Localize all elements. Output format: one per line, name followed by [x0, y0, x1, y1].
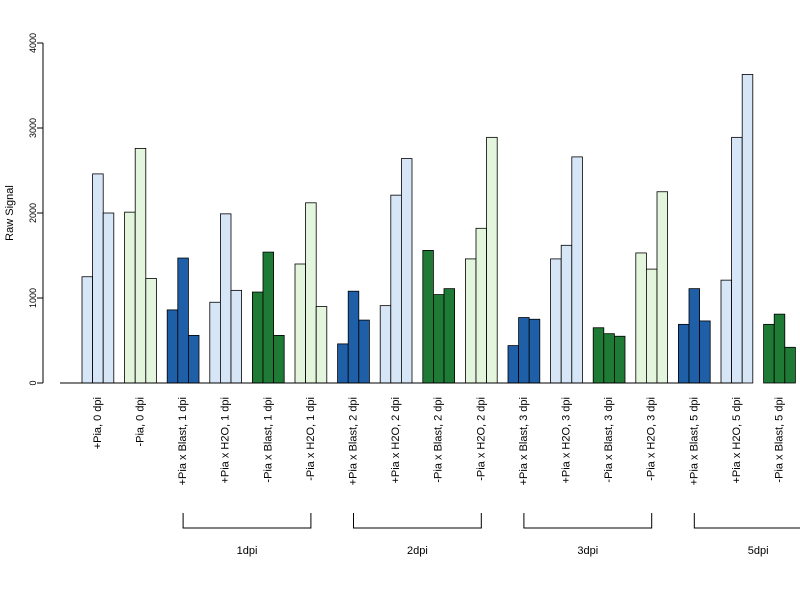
category-labels: +Pia, 0 dpi -Pia, 0 dpi +Pia x Blast, 1 dp… — [92, 397, 786, 485]
group-label: 2dpi — [407, 545, 428, 557]
category-label: -Pia x Blast, 5 dpi — [774, 397, 786, 483]
bar — [560, 244, 573, 384]
bar — [124, 211, 136, 384]
bar — [358, 319, 370, 384]
bar — [720, 279, 733, 384]
bar — [273, 334, 285, 384]
bar — [635, 252, 647, 384]
category-label: -Pia, 0 dpi — [135, 397, 147, 447]
group-bracket — [353, 513, 482, 529]
bar — [251, 291, 264, 384]
bar — [145, 278, 157, 384]
category-label: +Pia x H2O, 1 dpi — [220, 397, 232, 484]
bar — [571, 156, 583, 384]
bar — [699, 320, 711, 384]
group-label: 5dpi — [748, 545, 769, 557]
bar — [81, 276, 94, 384]
bar — [763, 323, 775, 384]
bar — [347, 290, 360, 384]
bar — [219, 213, 232, 384]
bar — [656, 191, 669, 384]
bar — [262, 251, 275, 384]
bar — [187, 334, 200, 384]
bar — [773, 313, 786, 384]
bar — [390, 194, 402, 384]
bar — [134, 147, 147, 384]
category-label: +Pia x H2O, 3 dpi — [561, 397, 573, 484]
bar — [678, 323, 690, 384]
bar — [209, 301, 221, 384]
bar — [102, 212, 115, 384]
y-tick-label: 1000 — [28, 288, 38, 308]
category-label: -Pia x Blast, 1 dpi — [262, 397, 274, 483]
bar — [432, 294, 445, 384]
bar — [528, 318, 541, 384]
bar — [518, 317, 530, 384]
bar — [688, 288, 701, 384]
group-bracket — [523, 513, 653, 529]
bar — [603, 333, 615, 384]
y-tick-label: 4000 — [28, 33, 38, 53]
bar — [294, 263, 307, 384]
bar — [731, 136, 743, 384]
category-label: +Pia x Blast, 2 dpi — [348, 397, 360, 485]
bar — [177, 257, 189, 384]
bar — [422, 249, 434, 384]
y-axis: 0 1000 2000 3000 4000 — [28, 33, 44, 386]
category-label: +Pia x H2O, 5 dpi — [731, 397, 743, 484]
bar — [784, 346, 796, 384]
bar — [400, 158, 413, 384]
bar — [486, 136, 498, 384]
bar — [443, 288, 456, 384]
bar — [741, 74, 754, 384]
y-tick-label: 0 — [28, 380, 38, 385]
bar — [550, 258, 562, 384]
bar — [475, 227, 488, 384]
bar — [646, 268, 658, 384]
category-label: -Pia x Blast, 2 dpi — [433, 397, 445, 483]
group-bracket — [693, 513, 800, 529]
bar — [592, 327, 605, 384]
group-bracket — [182, 513, 312, 529]
category-label: -Pia x H2O, 1 dpi — [305, 397, 317, 481]
bar — [337, 343, 349, 384]
y-axis-title: Raw Signal — [4, 185, 16, 241]
category-label: -Pia x Blast, 3 dpi — [603, 397, 615, 483]
bar — [230, 289, 243, 384]
bar — [614, 335, 626, 384]
category-label: +Pia, 0 dpi — [92, 397, 104, 449]
group-label: 1dpi — [237, 545, 258, 557]
category-label: -Pia x H2O, 2 dpi — [475, 397, 487, 481]
bar — [166, 309, 179, 384]
bar — [507, 345, 520, 384]
category-label: +Pia x Blast, 3 dpi — [518, 397, 530, 485]
group-brackets: 1dpi 2dpi 3dpi 5dpi — [182, 513, 800, 557]
y-tick-label: 3000 — [28, 118, 38, 138]
y-tick-label: 2000 — [28, 203, 38, 223]
bar — [464, 258, 477, 384]
bar — [92, 173, 104, 384]
bar — [379, 305, 392, 384]
bar — [315, 306, 328, 384]
category-label: +Pia x Blast, 1 dpi — [177, 397, 189, 485]
group-label: 3dpi — [577, 545, 598, 557]
category-label: +Pia x Blast, 5 dpi — [688, 397, 700, 485]
category-label: +Pia x H2O, 2 dpi — [390, 397, 402, 484]
category-label: -Pia x H2O, 3 dpi — [646, 397, 658, 481]
bars — [81, 74, 796, 384]
bar — [305, 202, 317, 384]
